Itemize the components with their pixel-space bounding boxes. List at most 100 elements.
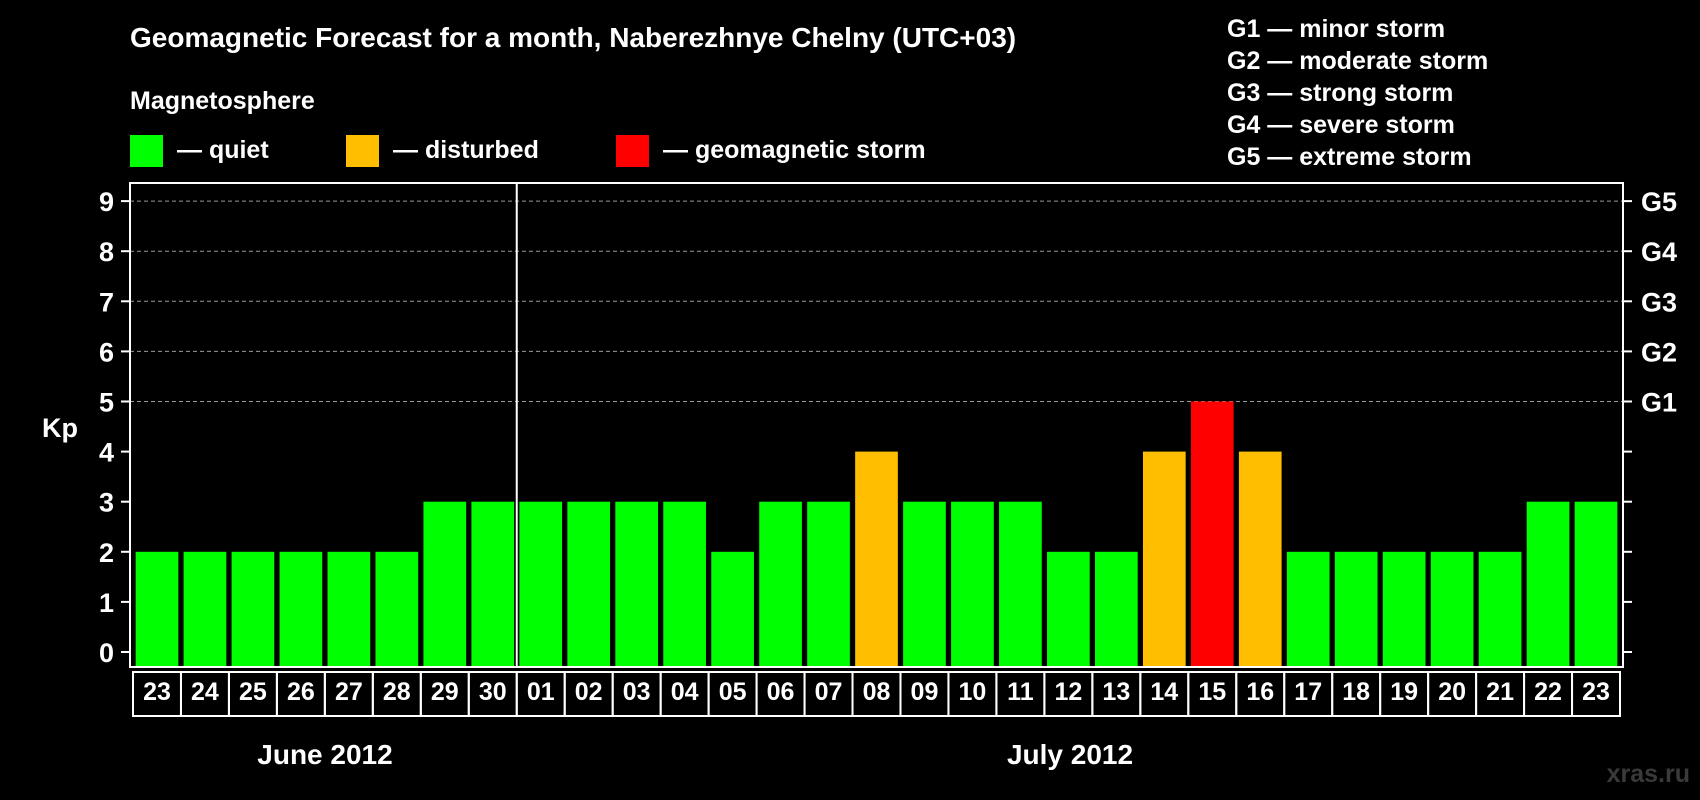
day-label: 26: [287, 678, 315, 706]
storm-scale-g2: G2 — moderate storm: [1227, 47, 1488, 75]
kp-bar: [999, 501, 1042, 667]
day-label: 23: [143, 678, 171, 706]
storm-scale-legend: G1 — minor storm G2 — moderate storm G3 …: [1227, 15, 1488, 171]
y-axis-ticks: 0 1 2 3 4 5 6 7 8 9: [99, 187, 130, 668]
storm-level-label: G1: [1641, 388, 1677, 418]
storm-level-label: G4: [1641, 237, 1677, 267]
kp-bar: [759, 501, 802, 667]
kp-bar: [423, 501, 467, 667]
kp-bar: [1334, 551, 1378, 667]
gridlines: [130, 200, 1623, 402]
day-label: 01: [527, 678, 555, 706]
day-label: 12: [1054, 678, 1082, 706]
legend-label-storm: — geomagnetic storm: [663, 136, 926, 164]
day-label: 25: [239, 678, 267, 706]
kp-bar: [1190, 401, 1234, 667]
kp-bar: [183, 551, 227, 667]
y-tick-label: 5: [99, 388, 114, 418]
day-cell: [1571, 671, 1621, 717]
kp-bar: [1238, 451, 1282, 667]
plot-frame: [129, 182, 1624, 668]
day-label: 13: [1102, 678, 1130, 706]
legend-swatch-disturbed: [346, 135, 379, 167]
y-tick-label: 9: [99, 187, 114, 217]
kp-bar: [711, 551, 754, 667]
legend-label-disturbed: — disturbed: [393, 136, 539, 164]
day-label: 08: [863, 678, 891, 706]
chart-title: Geomagnetic Forecast for a month, Nabere…: [130, 22, 1016, 53]
day-label: 27: [335, 678, 363, 706]
kp-bar: [1047, 551, 1090, 667]
kp-bar: [903, 501, 946, 667]
day-label: 10: [959, 678, 987, 706]
kp-bar: [1526, 501, 1570, 667]
day-label: 19: [1390, 678, 1418, 706]
y-tick-label: 4: [99, 438, 114, 468]
storm-scale-g1: G1 — minor storm: [1227, 15, 1445, 43]
y-axis-label: Kp: [42, 413, 78, 443]
day-labels: 23 24 25 26 27 28 29 30 01 02 03 04 05 06 07 08 09 10 11 12…: [132, 671, 1621, 717]
kp-bar: [1094, 551, 1138, 667]
day-label: 20: [1438, 678, 1466, 706]
month-labels: June 2012 July 2012: [257, 739, 1133, 770]
legend-swatch-storm: [616, 135, 649, 167]
y-tick-label: 7: [99, 287, 114, 317]
kp-bar: [1142, 451, 1186, 667]
kp-bar: [1478, 551, 1522, 667]
legend: — quiet — disturbed — geomagnetic storm: [130, 135, 926, 167]
watermark: xras.ru: [1607, 760, 1690, 788]
kp-bar: [951, 501, 994, 667]
y-tick-label: 0: [99, 638, 114, 668]
day-label: 02: [575, 678, 603, 706]
kp-bar: [1574, 501, 1618, 667]
day-label: 24: [191, 678, 219, 706]
kp-bar: [807, 501, 850, 667]
kp-bar: [615, 501, 659, 667]
storm-scale-g4: G4 — severe storm: [1227, 111, 1455, 139]
storm-scale-g5: G5 — extreme storm: [1227, 143, 1472, 171]
storm-level-label: G3: [1641, 287, 1677, 317]
storm-scale-g3: G3 — strong storm: [1227, 79, 1453, 107]
section-label: Magnetosphere: [130, 87, 315, 115]
day-label: 30: [479, 678, 507, 706]
day-label: 14: [1150, 678, 1178, 706]
day-label: 28: [383, 678, 411, 706]
storm-level-label: G2: [1641, 337, 1677, 367]
day-label: 06: [767, 678, 795, 706]
kp-bar: [1430, 551, 1474, 667]
day-label: 07: [815, 678, 843, 706]
kp-bar: [855, 451, 898, 667]
month-label: July 2012: [1007, 739, 1133, 770]
month-label: June 2012: [257, 739, 392, 770]
day-label: 18: [1342, 678, 1370, 706]
kp-bar: [663, 501, 706, 667]
kp-bar: [231, 551, 275, 667]
right-axis-storm-levels: G1 G2 G3 G4 G5: [1623, 187, 1677, 653]
kp-bar: [471, 501, 515, 667]
day-label: 17: [1294, 678, 1322, 706]
kp-bar: [1286, 551, 1330, 667]
y-tick-label: 2: [99, 538, 114, 568]
day-label: 05: [719, 678, 747, 706]
day-label: 23: [1582, 678, 1610, 706]
kp-bar: [519, 501, 563, 667]
kp-bar: [279, 551, 323, 667]
day-label: 21: [1486, 678, 1514, 706]
day-label: 15: [1198, 678, 1226, 706]
day-label: 03: [623, 678, 651, 706]
y-tick-label: 3: [99, 488, 114, 518]
day-label: 29: [431, 678, 459, 706]
y-tick-label: 8: [99, 237, 114, 267]
y-tick-label: 6: [99, 337, 114, 367]
kp-bar: [1382, 551, 1426, 667]
day-label: 09: [911, 678, 939, 706]
y-tick-label: 1: [99, 588, 114, 618]
legend-swatch-quiet: [130, 135, 163, 167]
kp-bar: [135, 551, 179, 667]
day-label: 16: [1246, 678, 1274, 706]
day-label: 22: [1534, 678, 1562, 706]
day-label: 04: [671, 678, 699, 706]
storm-level-label: G5: [1641, 187, 1677, 217]
kp-bar: [567, 501, 611, 667]
